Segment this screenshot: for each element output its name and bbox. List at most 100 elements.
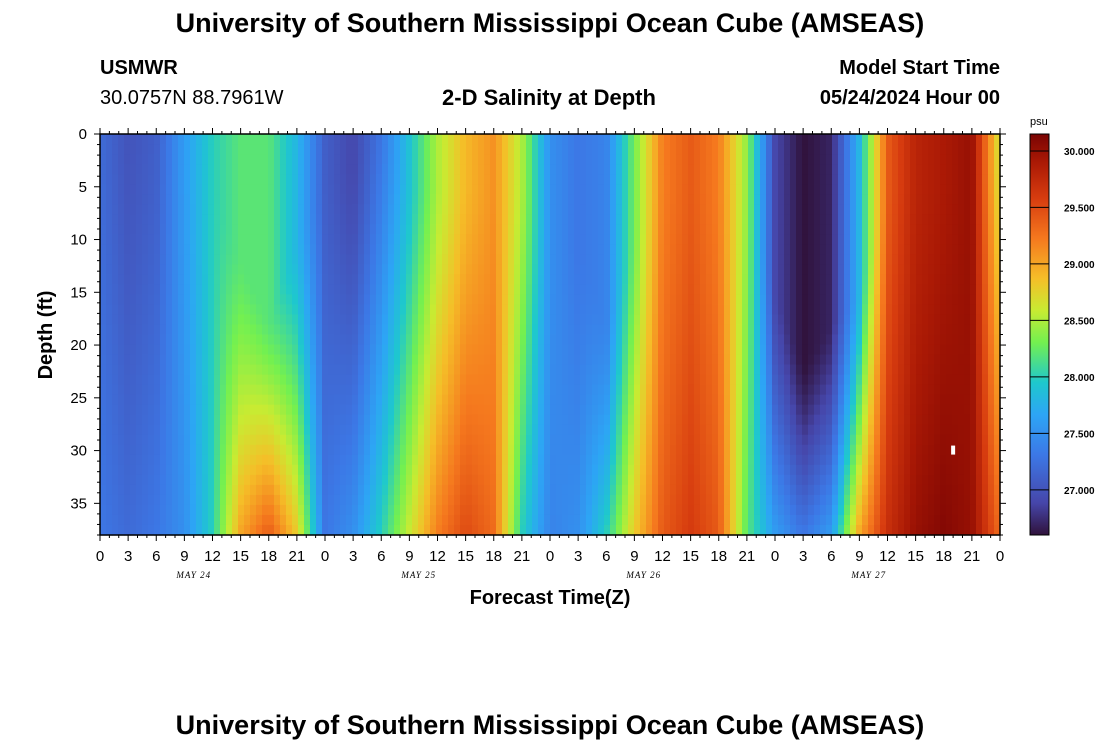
- heatmap-cell: [346, 514, 353, 526]
- heatmap-cell: [724, 164, 731, 175]
- heatmap-cell: [424, 464, 431, 476]
- heatmap-cell: [460, 464, 467, 476]
- heatmap-cell: [604, 344, 611, 356]
- heatmap-cell: [268, 254, 275, 265]
- heatmap-cell: [844, 144, 851, 155]
- heatmap-cell: [346, 304, 353, 316]
- heatmap-cell: [238, 484, 245, 496]
- heatmap-cell: [274, 304, 281, 316]
- heatmap-cell: [790, 304, 797, 316]
- heatmap-cell: [160, 334, 167, 346]
- heatmap-cell: [424, 344, 431, 356]
- heatmap-cell: [778, 374, 785, 386]
- heatmap-cell: [658, 244, 665, 255]
- heatmap-cell: [760, 154, 767, 165]
- heatmap-cell: [304, 414, 311, 426]
- heatmap-cell: [712, 224, 719, 235]
- heatmap-cell: [316, 494, 323, 506]
- heatmap-cell: [538, 524, 545, 536]
- heatmap-cell: [316, 514, 323, 526]
- heatmap-cell: [712, 314, 719, 326]
- heatmap-cell: [448, 464, 455, 476]
- heatmap-cell: [604, 404, 611, 416]
- heatmap-cell: [472, 504, 479, 516]
- heatmap-cell: [238, 204, 245, 215]
- heatmap-cell: [172, 214, 179, 225]
- heatmap-cell: [496, 204, 503, 215]
- heatmap-cell: [580, 324, 587, 336]
- heatmap-cell: [814, 414, 821, 426]
- heatmap-cell: [412, 444, 419, 456]
- heatmap-cell: [568, 144, 575, 155]
- heatmap-cell: [418, 204, 425, 215]
- heatmap-cell: [310, 284, 317, 295]
- heatmap-cell: [112, 364, 119, 376]
- heatmap-cell: [178, 204, 185, 215]
- heatmap-cell: [544, 274, 551, 285]
- heatmap-cell: [532, 414, 539, 426]
- heatmap-cell: [742, 194, 749, 205]
- heatmap-cell: [628, 304, 635, 316]
- heatmap-cell: [802, 294, 809, 306]
- heatmap-cell: [400, 214, 407, 225]
- heatmap-cell: [376, 504, 383, 516]
- heatmap-cell: [172, 324, 179, 336]
- heatmap-cell: [646, 264, 653, 275]
- page-title: University of Southern Mississippi Ocean…: [175, 8, 925, 38]
- heatmap-cell: [538, 264, 545, 275]
- heatmap-cell: [100, 204, 107, 215]
- heatmap-cell: [772, 524, 779, 536]
- heatmap-cell: [208, 254, 215, 265]
- heatmap-cell: [676, 254, 683, 265]
- heatmap-cell: [706, 424, 713, 436]
- heatmap-cell: [682, 484, 689, 496]
- heatmap-cell: [586, 484, 593, 496]
- heatmap-cell: [712, 204, 719, 215]
- heatmap-cell: [436, 304, 443, 316]
- heatmap-cell: [502, 454, 509, 466]
- heatmap-cell: [112, 244, 119, 255]
- heatmap-cell: [298, 244, 305, 255]
- heatmap-cell: [316, 174, 323, 185]
- heatmap-cell: [232, 284, 239, 295]
- heatmap-cell: [244, 174, 251, 185]
- heatmap-cell: [304, 504, 311, 516]
- heatmap-cell: [802, 514, 809, 526]
- heatmap-cell: [496, 304, 503, 316]
- heatmap-cell: [712, 134, 719, 145]
- heatmap-cell: [208, 524, 215, 536]
- heatmap-cell: [586, 304, 593, 316]
- heatmap-cell: [352, 464, 359, 476]
- heatmap-cell: [766, 314, 773, 326]
- heatmap-cell: [268, 234, 275, 245]
- heatmap-cell: [664, 514, 671, 526]
- heatmap-cell: [460, 244, 467, 255]
- heatmap-cell: [700, 184, 707, 195]
- heatmap-cell: [322, 274, 329, 285]
- heatmap-cell: [646, 384, 653, 396]
- heatmap-cell: [148, 444, 155, 456]
- heatmap-cell: [664, 414, 671, 426]
- heatmap-cell: [838, 184, 845, 195]
- heatmap-cell: [112, 284, 119, 295]
- heatmap-cell: [742, 344, 749, 356]
- heatmap-cell: [586, 254, 593, 265]
- heatmap-cell: [424, 354, 431, 366]
- heatmap-cell: [784, 424, 791, 436]
- heatmap-cell: [394, 294, 401, 306]
- heatmap-cell: [760, 184, 767, 195]
- heatmap-cell: [634, 394, 641, 406]
- heatmap-cell: [778, 134, 785, 145]
- heatmap-cell: [238, 254, 245, 265]
- heatmap-cell: [586, 274, 593, 285]
- heatmap-cell: [184, 374, 191, 386]
- heatmap-cell: [700, 274, 707, 285]
- heatmap-cell: [688, 164, 695, 175]
- heatmap-cell: [550, 314, 557, 326]
- heatmap-cell: [382, 184, 389, 195]
- heatmap-cell: [202, 424, 209, 436]
- heatmap-cell: [430, 144, 437, 155]
- heatmap-cell: [394, 224, 401, 235]
- heatmap-cell: [268, 474, 275, 486]
- heatmap-cell: [454, 494, 461, 506]
